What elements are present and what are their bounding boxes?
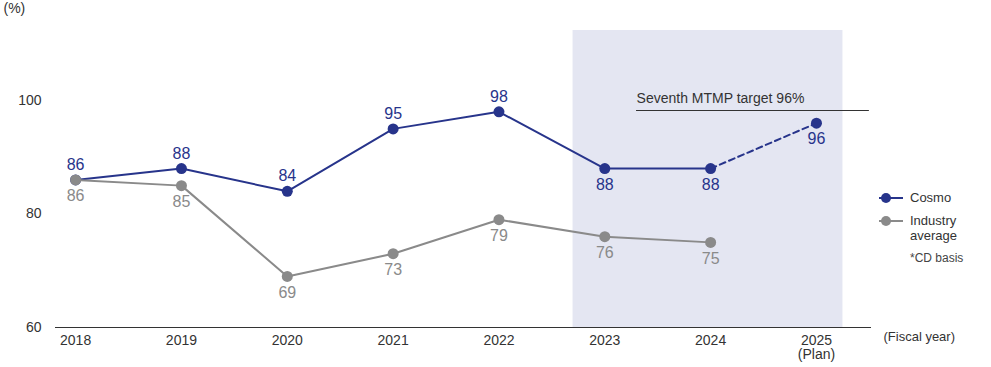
svg-text:88: 88 — [702, 176, 720, 193]
svg-text:2025(Plan): 2025(Plan) — [798, 332, 835, 362]
svg-text:69: 69 — [278, 284, 296, 301]
svg-text:85: 85 — [173, 193, 191, 210]
svg-text:76: 76 — [596, 244, 614, 261]
svg-text:60: 60 — [26, 319, 42, 335]
svg-text:100: 100 — [18, 92, 42, 108]
svg-text:2018: 2018 — [60, 332, 91, 348]
svg-text:98: 98 — [490, 88, 508, 105]
svg-text:2019: 2019 — [166, 332, 197, 348]
svg-text:84: 84 — [278, 167, 296, 184]
svg-text:80: 80 — [26, 205, 42, 221]
svg-text:2021: 2021 — [378, 332, 409, 348]
svg-text:73: 73 — [384, 261, 402, 278]
svg-text:96: 96 — [808, 130, 826, 147]
svg-text:79: 79 — [490, 227, 508, 244]
svg-text:2020: 2020 — [272, 332, 303, 348]
svg-text:2022: 2022 — [483, 332, 514, 348]
svg-text:86: 86 — [67, 156, 85, 173]
html-text:Cosmo: Cosmo — [910, 190, 952, 205]
svg-text:(%): (%) — [4, 0, 26, 16]
svg-text:86: 86 — [67, 187, 85, 204]
svg-text:88: 88 — [173, 145, 191, 162]
svg-text:2023: 2023 — [589, 332, 620, 348]
svg-text:Seventh MTMP target 96%: Seventh MTMP target 96% — [637, 90, 805, 106]
svg-text:2024: 2024 — [695, 332, 726, 348]
svg-text:95: 95 — [384, 105, 402, 122]
svg-text:88: 88 — [596, 176, 614, 193]
svg-text:(Fiscal year): (Fiscal year) — [884, 329, 956, 344]
html-text:*CD basis: *CD basis — [910, 251, 964, 265]
html-text:Industry average: Industry average — [910, 213, 957, 243]
svg-text:75: 75 — [702, 249, 720, 266]
